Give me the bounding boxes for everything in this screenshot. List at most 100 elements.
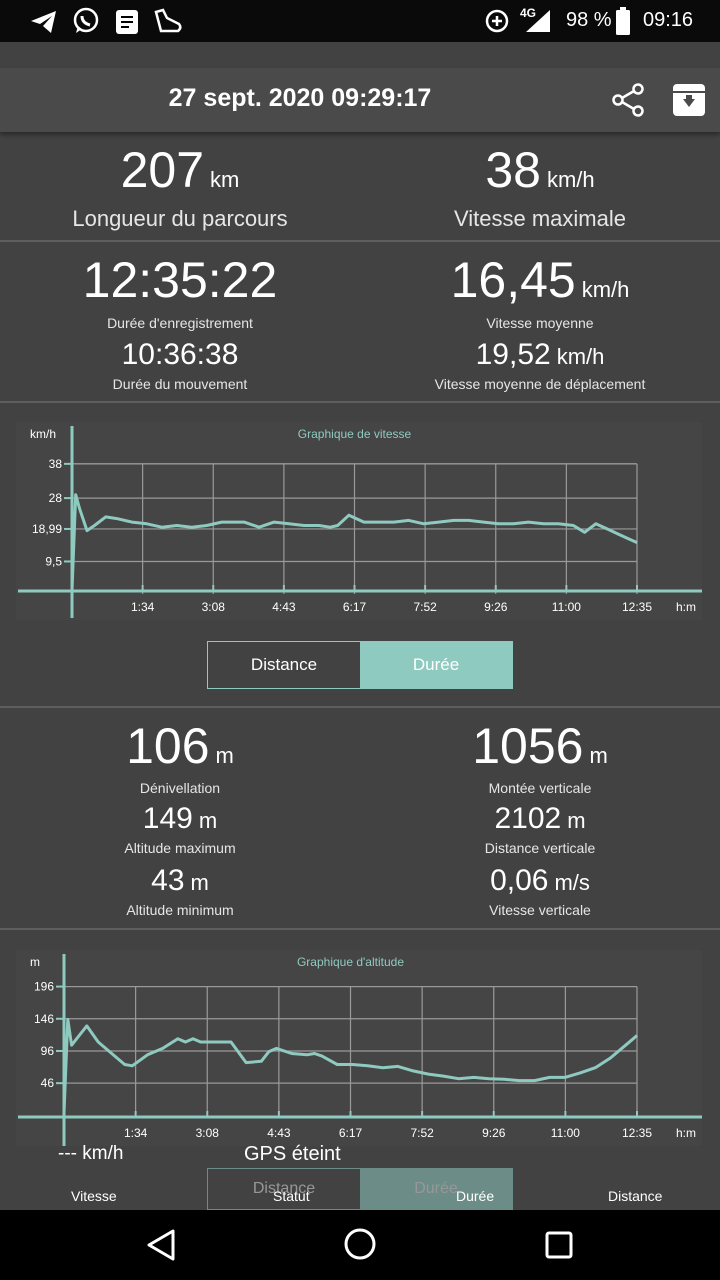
altitude-chart-ytick-label: 146 xyxy=(34,1012,54,1026)
altitude-chart-xtick-label: 12:35 xyxy=(622,1126,652,1140)
speed-chart-xtick-label: 6:17 xyxy=(343,600,367,614)
avg-moving-speed-stat: 19,52 km/h Vitesse moyenne de déplacement xyxy=(360,338,720,392)
clipboard-icon xyxy=(114,7,140,40)
speed-chart-xtick-label: 11:00 xyxy=(552,600,581,614)
recording-duration-label: Durée d'enregistrement xyxy=(107,315,253,331)
speed-chart-xtick-label: 3:08 xyxy=(202,600,226,614)
max-altitude-value: 149 xyxy=(142,802,193,835)
avg-speed-value: 16,45 xyxy=(450,252,576,308)
avg-moving-speed-value: 19,52 xyxy=(475,338,551,371)
speed-chart-xtick-label: 1:34 xyxy=(131,600,155,614)
back-icon xyxy=(145,1229,177,1266)
speed-chart-ytick-label: 38 xyxy=(49,457,63,471)
altitude-chart-ytick-label: 196 xyxy=(34,980,54,994)
vertical-speed-value: 0,06 xyxy=(490,864,549,897)
battery-icon xyxy=(615,7,631,40)
vertical-distance-value: 2102 xyxy=(494,802,562,835)
altitude-chart-svg: 196 146 96 46 1:34 3:08 4:43 6:17 7:52 9:26 11:00 1… xyxy=(18,954,702,1146)
altitude-chart-xtick-label: 11:00 xyxy=(551,1126,580,1140)
max-altitude-unit: m xyxy=(198,808,218,833)
speed-chart-ylabel: km/h xyxy=(30,427,56,441)
elevation-gain-stat: 106 m Dénivellation xyxy=(0,718,360,796)
vertical-climb-unit: m xyxy=(589,743,608,768)
vertical-distance-label: Distance verticale xyxy=(484,840,596,856)
altitude-chart-xtick-label: 6:17 xyxy=(339,1126,363,1140)
speed-chart-xtick-label: 9:26 xyxy=(484,600,508,614)
max-altitude-stat: 149 m Altitude maximum xyxy=(0,802,360,856)
toggle-distance[interactable]: Distance xyxy=(250,655,318,674)
share-button[interactable] xyxy=(610,82,646,118)
data-saver-icon xyxy=(484,8,510,39)
home-button[interactable] xyxy=(343,1227,377,1266)
clock: 09:16 xyxy=(643,9,694,31)
speed-chart-svg: 38 28 18,99 9,5 1:34 3:08 4:43 6:17 7:52 9:26 11:0… xyxy=(18,426,702,618)
recents-icon xyxy=(544,1231,574,1264)
page-title: 27 sept. 2020 09:29:17 xyxy=(168,84,432,112)
sneaker-icon xyxy=(153,8,183,39)
vertical-speed-label: Vitesse verticale xyxy=(489,902,591,918)
chart-axis-toggle[interactable]: Distance Durée xyxy=(207,641,513,689)
distance-label: Longueur du parcours xyxy=(72,206,288,231)
speed-chart-xtick-label: 7:52 xyxy=(413,600,437,614)
divider xyxy=(0,401,720,403)
distance-value: 207 xyxy=(120,142,205,198)
vertical-speed-unit: m/s xyxy=(554,870,590,895)
altitude-chart-xtick-label: 7:52 xyxy=(410,1126,434,1140)
elevation-gain-value: 106 xyxy=(126,718,210,774)
altitude-chart-ytick-label: 96 xyxy=(41,1044,55,1058)
altitude-chart-xtick-label: 4:43 xyxy=(267,1126,291,1140)
overlay-toggle-distance[interactable]: Distance xyxy=(252,1180,316,1197)
telegram-icon xyxy=(30,10,58,39)
recents-button[interactable] xyxy=(544,1230,574,1265)
overlay-toggle[interactable]: Distance Durée xyxy=(207,1168,513,1210)
altitude-chart-ylabel: m xyxy=(30,955,40,969)
tab-speed[interactable]: Vitesse xyxy=(71,1188,117,1204)
gps-status: GPS éteint xyxy=(244,1143,341,1165)
whatsapp-icon xyxy=(72,7,100,40)
max-altitude-label: Altitude maximum xyxy=(124,840,236,856)
distance-stat: 207 km Longueur du parcours xyxy=(0,142,360,232)
moving-duration-stat: 10:36:38 Durée du mouvement xyxy=(0,338,360,392)
top-toolbar: 27 sept. 2020 09:29:17 xyxy=(0,68,720,132)
min-altitude-label: Altitude minimum xyxy=(126,902,234,918)
recording-duration-value: 12:35:22 xyxy=(82,252,278,308)
speed-chart-ytick-label: 9,5 xyxy=(45,554,62,568)
speed-chart: 38 28 18,99 9,5 1:34 3:08 4:43 6:17 7:52 9:26 11:0… xyxy=(16,422,702,620)
toggle-duration[interactable]: Durée xyxy=(360,642,512,688)
divider xyxy=(0,240,720,242)
speed-chart-series-line xyxy=(70,493,638,591)
avg-moving-speed-label: Vitesse moyenne de déplacement xyxy=(434,376,646,392)
vertical-climb-label: Montée verticale xyxy=(488,780,592,796)
avg-moving-speed-unit: km/h xyxy=(556,344,605,369)
max-speed-stat: 38 km/h Vitesse maximale xyxy=(360,142,720,232)
current-speed: --- km/h xyxy=(58,1143,124,1164)
distance-unit: km xyxy=(210,167,240,192)
recording-duration-stat: 12:35:22 Durée d'enregistrement xyxy=(0,252,360,331)
tab-distance[interactable]: Distance xyxy=(608,1188,663,1204)
max-speed-unit: km/h xyxy=(546,167,595,192)
vertical-distance-unit: m xyxy=(567,808,586,833)
elevation-gain-unit: m xyxy=(215,743,234,768)
tab-duration[interactable]: Durée xyxy=(456,1188,495,1204)
overlay-toggle-duration[interactable]: Durée xyxy=(360,1169,512,1209)
speed-chart-ytick-label: 18,99 xyxy=(32,522,62,536)
speed-chart-xtick-label: 12:35 xyxy=(622,600,652,614)
speed-chart-ytick-label: 28 xyxy=(49,491,63,505)
altitude-chart-xlabel: h:m xyxy=(676,1126,696,1140)
tab-status[interactable]: Statut xyxy=(273,1188,310,1204)
altitude-chart-xtick-label: 9:26 xyxy=(482,1126,506,1140)
archive-button[interactable] xyxy=(671,82,707,118)
vertical-speed-stat: 0,06 m/s Vitesse verticale xyxy=(360,864,720,918)
max-speed-label: Vitesse maximale xyxy=(454,206,626,231)
speed-chart-title: Graphique de vitesse xyxy=(298,427,412,441)
share-icon xyxy=(610,83,646,122)
network-type: 4G xyxy=(520,6,537,20)
battery-percent: 98 % xyxy=(566,9,612,31)
signal-icon xyxy=(524,8,552,39)
vertical-climb-value: 1056 xyxy=(472,718,584,774)
back-button[interactable] xyxy=(145,1228,177,1267)
altitude-chart-xtick-label: 1:34 xyxy=(124,1126,148,1140)
status-bar: 4G 98 % 09:16 xyxy=(0,0,720,42)
divider xyxy=(0,706,720,708)
elevation-gain-label: Dénivellation xyxy=(139,780,221,796)
